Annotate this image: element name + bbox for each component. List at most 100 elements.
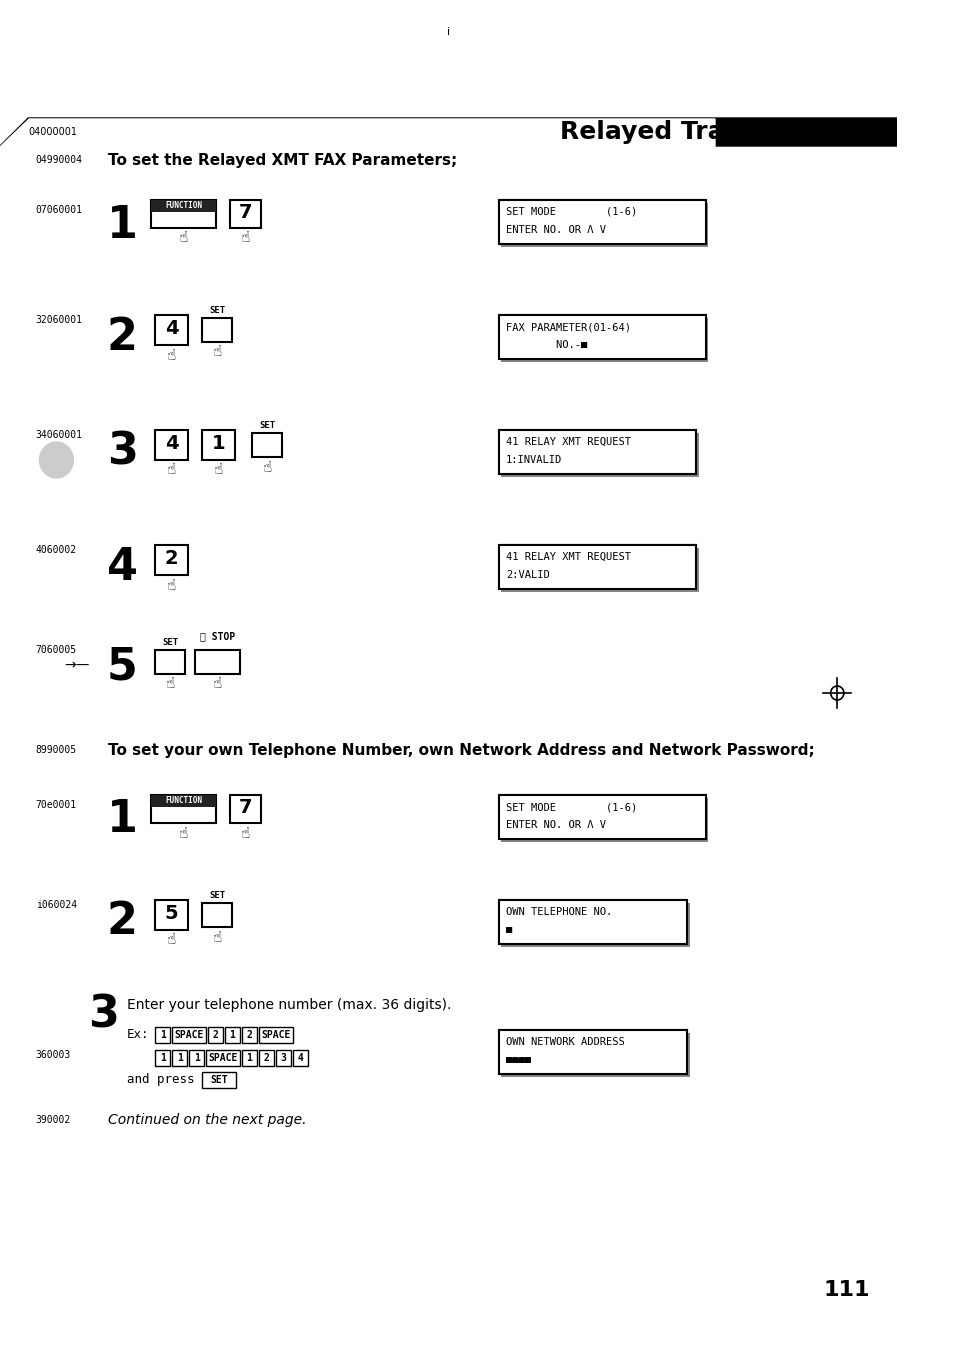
Bar (155, 900, 188, 929)
Text: 3: 3 (107, 430, 137, 473)
Text: ■■■■: ■■■■ (506, 1055, 531, 1064)
Text: SET: SET (259, 421, 275, 430)
Bar (231, 200, 260, 228)
Text: 8990005: 8990005 (35, 745, 77, 755)
FancyBboxPatch shape (498, 200, 705, 244)
Text: 4: 4 (165, 434, 178, 453)
Text: ENTER NO. OR Λ V: ENTER NO. OR Λ V (506, 820, 605, 830)
Text: SET: SET (162, 638, 178, 648)
Text: 1: 1 (176, 1054, 182, 1063)
FancyBboxPatch shape (498, 545, 696, 590)
Text: FAX PARAMETER(01-64): FAX PARAMETER(01-64) (506, 322, 631, 332)
Text: ☝: ☝ (213, 676, 222, 692)
FancyBboxPatch shape (498, 200, 705, 244)
FancyBboxPatch shape (498, 900, 686, 944)
Text: 04000001: 04000001 (29, 127, 77, 138)
Text: 5: 5 (165, 904, 178, 923)
Bar (206, 1050, 239, 1066)
Text: NO.-■: NO.-■ (506, 340, 587, 349)
Text: OWN TELEPHONE NO.: OWN TELEPHONE NO. (506, 907, 612, 917)
Text: 4: 4 (107, 545, 137, 588)
Text: Ⓢ STOP: Ⓢ STOP (199, 631, 234, 641)
FancyBboxPatch shape (501, 318, 708, 362)
Text: 3: 3 (88, 993, 119, 1036)
Text: 1: 1 (107, 204, 137, 247)
Text: 7060005: 7060005 (35, 645, 77, 656)
Text: 7: 7 (238, 204, 252, 223)
Text: 1: 1 (160, 1054, 166, 1063)
Bar (275, 1050, 291, 1066)
Bar (155, 1050, 170, 1066)
Bar (189, 1050, 204, 1066)
Text: 1: 1 (212, 434, 225, 453)
Text: ☝: ☝ (241, 826, 250, 840)
Text: 07060001: 07060001 (35, 205, 83, 214)
Bar (258, 1027, 293, 1043)
Text: 390002: 390002 (35, 1116, 71, 1125)
Text: 1: 1 (193, 1054, 199, 1063)
Text: i: i (447, 27, 450, 36)
Text: 4: 4 (165, 318, 178, 339)
Bar (155, 316, 188, 345)
Bar (151, 795, 216, 807)
Bar (194, 650, 239, 674)
Text: 2: 2 (246, 1031, 252, 1040)
Text: 1: 1 (246, 1054, 252, 1063)
Bar (155, 650, 185, 674)
FancyBboxPatch shape (498, 430, 696, 473)
Text: ☝: ☝ (213, 344, 222, 359)
Bar (225, 1027, 239, 1043)
Text: and press: and press (127, 1074, 194, 1086)
Text: ☝: ☝ (166, 676, 174, 692)
Text: FUNCTION: FUNCTION (165, 796, 202, 805)
Text: Enter your telephone number (max. 36 digits).: Enter your telephone number (max. 36 dig… (127, 998, 451, 1012)
Text: ☝: ☝ (167, 577, 176, 592)
Text: ☝: ☝ (167, 348, 176, 363)
Text: Relayed Transmission: Relayed Transmission (559, 120, 864, 144)
Text: 41 RELAY XMT REQUEST: 41 RELAY XMT REQUEST (506, 437, 631, 447)
FancyBboxPatch shape (498, 795, 705, 839)
Bar (172, 1050, 187, 1066)
FancyBboxPatch shape (498, 316, 705, 359)
FancyBboxPatch shape (498, 430, 696, 473)
Bar (208, 1027, 223, 1043)
Text: 2: 2 (263, 1054, 269, 1063)
Bar (241, 1050, 256, 1066)
Bar (293, 1050, 307, 1066)
Polygon shape (0, 119, 714, 147)
Text: ☝: ☝ (167, 463, 176, 478)
Text: SPACE: SPACE (208, 1054, 237, 1063)
Text: To set the Relayed XMT FAX Parameters;: To set the Relayed XMT FAX Parameters; (108, 152, 456, 167)
Text: 4060002: 4060002 (35, 545, 77, 554)
Text: Ex:: Ex: (127, 1028, 150, 1041)
FancyBboxPatch shape (498, 545, 696, 590)
FancyBboxPatch shape (501, 548, 699, 592)
Text: ☝: ☝ (178, 826, 188, 840)
Text: 2:VALID: 2:VALID (506, 571, 549, 580)
Text: SET MODE        (1-6): SET MODE (1-6) (506, 803, 637, 812)
Bar (202, 902, 233, 927)
FancyBboxPatch shape (501, 202, 708, 247)
Bar (202, 430, 235, 460)
Text: ■: ■ (506, 925, 512, 935)
FancyBboxPatch shape (501, 799, 708, 842)
FancyBboxPatch shape (501, 433, 699, 478)
Bar (155, 430, 188, 460)
Text: 1: 1 (107, 799, 137, 842)
Bar (151, 200, 216, 228)
Text: 1:INVALID: 1:INVALID (506, 455, 561, 465)
Text: →—: →— (64, 658, 90, 672)
Bar (202, 318, 233, 343)
Text: SET: SET (209, 890, 225, 900)
Text: To set your own Telephone Number, own Network Address and Network Password;: To set your own Telephone Number, own Ne… (108, 742, 814, 758)
Text: 3: 3 (280, 1054, 286, 1063)
Circle shape (39, 442, 73, 478)
Polygon shape (0, 117, 897, 146)
Text: 1: 1 (229, 1031, 235, 1040)
Text: ☝: ☝ (167, 932, 176, 947)
Text: 34060001: 34060001 (35, 430, 83, 440)
Text: SET MODE        (1-6): SET MODE (1-6) (506, 206, 637, 217)
Text: 1: 1 (160, 1031, 166, 1040)
Text: SPACE: SPACE (261, 1031, 290, 1040)
Text: 41 RELAY XMT REQUEST: 41 RELAY XMT REQUEST (506, 552, 631, 563)
